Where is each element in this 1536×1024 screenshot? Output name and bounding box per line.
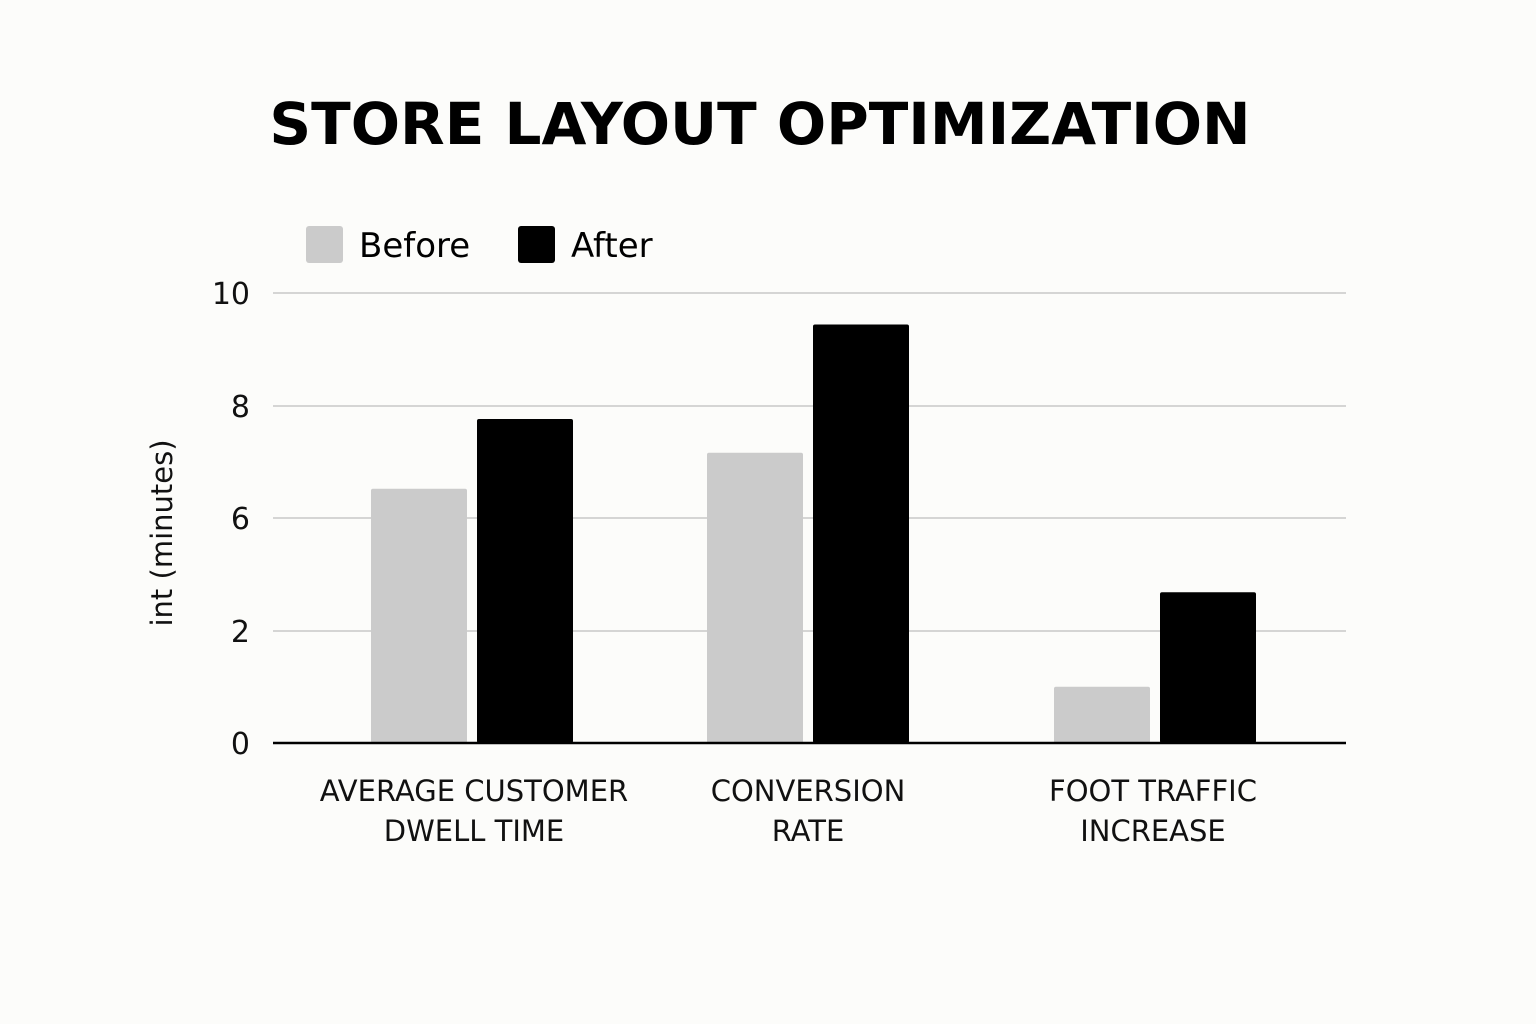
y-tick-label: 2 [231,615,250,650]
y-tick-label: 6 [231,502,250,537]
y-tick-label: 8 [231,390,250,425]
category-label: DWELL TIME [384,814,564,848]
category-label: AVERAGE CUSTOMER [320,774,628,808]
y-tick-label: 10 [212,277,250,312]
category-label: INCREASE [1080,814,1226,848]
category-label: FOOT TRAFFIC [1049,774,1257,808]
legend-swatch-after [518,226,555,263]
legend-swatch-before [306,226,343,263]
y-axis-ticks: 10 8 6 2 0 [212,277,250,762]
legend-label-after: After [571,226,653,266]
legend: Before After [306,226,653,266]
bar-before-1 [707,452,803,743]
y-axis-label: int (minutes) [145,439,179,626]
bar-after-2 [1160,592,1256,743]
bar-before-0 [371,488,467,743]
y-tick-label: 0 [231,727,250,762]
category-label: CONVERSION [711,774,906,808]
category-labels: AVERAGE CUSTOMER DWELL TIME CONVERSION RATE… [320,774,1257,848]
legend-label-before: Before [359,226,470,266]
bar-before-2 [1054,686,1150,743]
bar-after-1 [813,324,909,743]
bars [371,324,1256,743]
chart-title: STORE LAYOUT OPTIMIZATION [269,90,1250,158]
bar-after-0 [477,419,573,743]
category-label: RATE [772,814,845,848]
